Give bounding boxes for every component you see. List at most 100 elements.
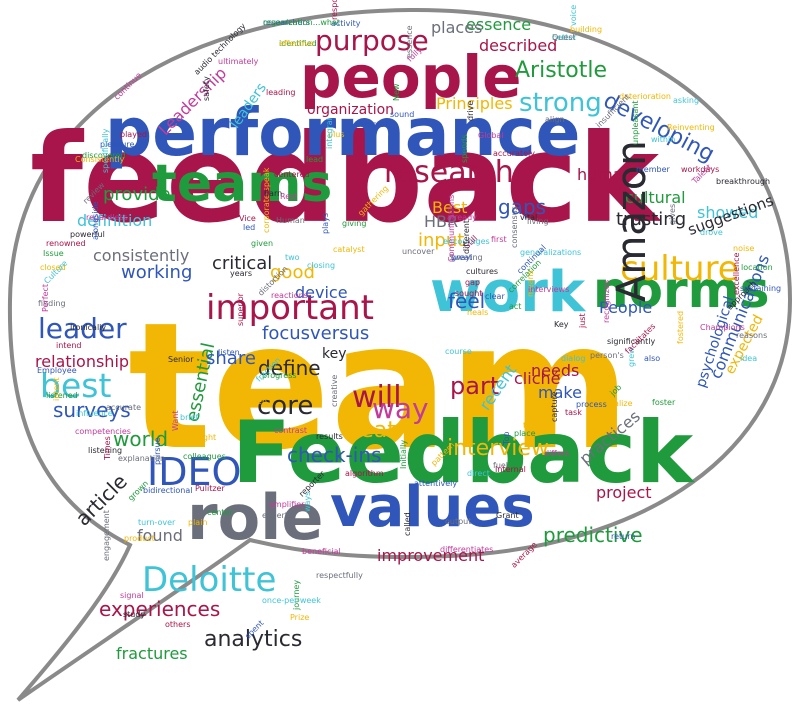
small-word-centered: centered <box>274 170 310 179</box>
word-role: role <box>187 481 324 554</box>
small-word-superior: superior <box>236 293 245 326</box>
small-word-new: New <box>392 83 401 101</box>
small-word-earn: Earn <box>264 189 283 198</box>
small-word-member: member <box>636 165 670 174</box>
small-word-signal: signal <box>120 591 144 600</box>
small-word-identified: identified <box>279 39 317 48</box>
word-places: places <box>431 18 483 37</box>
small-word-listened: listened <box>46 391 78 400</box>
small-word-aren-t: aren't <box>249 397 273 406</box>
small-word-better: better <box>552 33 577 42</box>
small-word-experts: experts <box>262 511 293 520</box>
small-word-first: first <box>491 235 507 244</box>
word-surveys: surveys <box>53 398 131 422</box>
small-word-specifically: specifically <box>101 128 110 173</box>
word-definition: definition <box>77 211 153 230</box>
small-word-finding: finding <box>38 299 66 308</box>
word-principles: Principles <box>436 94 513 113</box>
small-word-trust: trust <box>523 421 542 430</box>
word-versus: versus <box>310 323 370 344</box>
small-word-turn-over: turn-over <box>138 518 176 527</box>
small-word-discovered: discovered <box>82 151 126 160</box>
word-working: working <box>121 262 193 283</box>
small-word-global: Global <box>478 131 504 140</box>
small-word-significantly: significantly <box>607 337 656 346</box>
small-word-creative: creative <box>330 374 339 407</box>
small-word-noise: noise <box>733 244 755 253</box>
small-word-output: output <box>445 517 472 526</box>
word-found: found <box>137 526 183 545</box>
small-word-dialog: dialog <box>561 354 586 363</box>
small-word-workdays: workdays <box>681 165 720 174</box>
small-word-average: average <box>509 540 539 570</box>
small-word-listen: listen <box>218 348 240 357</box>
small-word-person-s: person's <box>590 351 624 360</box>
small-word-direct: direct <box>467 469 490 478</box>
word-share: share <box>206 348 256 369</box>
small-word-rest: Rest <box>280 192 298 201</box>
small-word-living: living <box>527 217 549 226</box>
small-word-gives: gives <box>668 203 677 225</box>
small-word-years: years <box>230 269 253 278</box>
word-improvement: improvement <box>377 546 485 565</box>
small-word-listening: listening <box>88 446 123 455</box>
small-word-lead: lead <box>306 155 324 164</box>
speech-bubble-shape <box>7 7 793 702</box>
word-organization: organization <box>307 102 395 118</box>
small-word-times: Times <box>103 436 112 460</box>
word-best: best <box>40 366 112 405</box>
word-project: project <box>596 483 652 502</box>
small-word-senior: Senior <box>168 355 194 364</box>
small-word-once-per-week: once-per-week <box>262 596 321 605</box>
word-analytics: analytics <box>204 627 303 652</box>
small-word-quest: Quest <box>552 33 576 42</box>
small-word-results: results <box>316 432 343 441</box>
word-relationship: relationship <box>35 352 130 371</box>
small-word-sought: sought <box>455 289 483 298</box>
small-word-study: study <box>123 610 146 619</box>
word-work: work <box>430 260 586 325</box>
small-word-engagement: engagement <box>102 510 111 561</box>
small-word-progress: progress <box>262 371 297 380</box>
small-word-deterioration: deterioration <box>619 92 671 101</box>
small-word-center: center <box>207 508 233 517</box>
small-word-product: product <box>124 534 155 543</box>
small-word-plain: plain <box>188 518 208 527</box>
small-word-different: different <box>462 220 471 254</box>
small-word-fostered: fostered <box>676 310 685 344</box>
small-word-cultures: cultures <box>466 267 499 276</box>
word-key: key <box>322 346 347 362</box>
small-word-key: Key <box>554 320 569 329</box>
small-word-location: location <box>741 263 773 272</box>
small-word-drove: drove <box>700 228 723 237</box>
small-word-great: great <box>451 253 473 262</box>
small-word-differentiates: differentiates <box>440 545 494 554</box>
small-word-clear: clear <box>485 292 505 301</box>
small-word-colleagues: colleagues <box>183 452 226 461</box>
small-word-ironically: Ironically <box>70 323 107 332</box>
word-world: world <box>113 427 169 451</box>
small-word-perfect: Perfect <box>41 283 50 312</box>
small-word-others: others <box>165 620 191 629</box>
small-word-regardless: regardless <box>86 213 128 222</box>
small-word-idea: idea <box>740 354 758 363</box>
word-focus: focus <box>262 323 311 344</box>
small-word-communications: Communications <box>447 194 456 262</box>
word-input: input <box>418 230 465 251</box>
small-word-influence: influence <box>76 409 113 418</box>
small-word-algorithm: algorithm <box>345 469 384 478</box>
small-word-renowned: renowned <box>46 239 86 248</box>
small-word-alongside: alongside <box>91 201 100 240</box>
small-word-plus: plus <box>328 130 345 139</box>
small-word-activity: activity <box>331 19 361 28</box>
small-word-capture: capture <box>550 391 559 422</box>
small-word-powerful: powerful <box>70 230 105 239</box>
small-word-brief: brief <box>180 413 199 422</box>
small-word-response: response <box>330 0 339 20</box>
small-word-respectfully: respectfully <box>316 571 363 580</box>
word-interview: interview <box>447 436 549 461</box>
word-teams: teams <box>152 154 333 214</box>
word-device: device <box>295 283 348 302</box>
